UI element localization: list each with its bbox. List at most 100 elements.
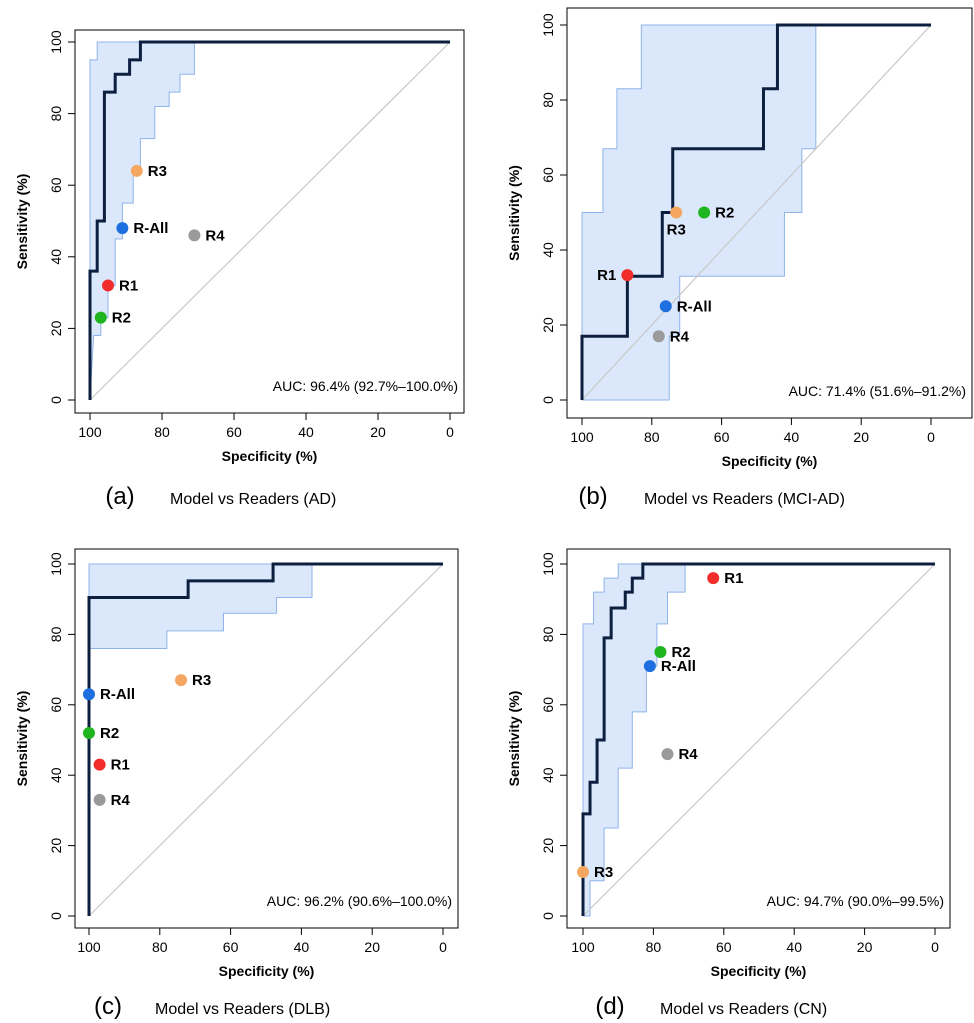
x-tick-label: 80 xyxy=(154,424,170,440)
y-axis-title: Sensitivity (%) xyxy=(14,174,30,270)
auc-annotation: AUC: 96.4% (92.7%–100.0%) xyxy=(273,378,458,394)
panel-title: Model vs Readers (DLB) xyxy=(155,1001,330,1018)
reader-point-r3 xyxy=(577,866,589,878)
reader-label-r4: R4 xyxy=(678,746,698,763)
reader-label-r-all: R-All xyxy=(133,220,168,237)
reader-label-r3: R3 xyxy=(594,864,613,881)
y-tick-label: 0 xyxy=(48,912,64,920)
reader-point-r4 xyxy=(661,748,674,761)
ci-lower-line xyxy=(88,563,443,916)
x-tick-label: 20 xyxy=(364,939,380,955)
auc-annotation: AUC: 71.4% (51.6%–91.2%) xyxy=(789,383,966,399)
reader-label-r4: R4 xyxy=(670,328,690,345)
reader-label-r2: R2 xyxy=(715,205,734,222)
x-tick-label: 100 xyxy=(571,939,595,955)
y-axis-title: Sensitivity (%) xyxy=(14,691,30,787)
x-axis-title: Specificity (%) xyxy=(222,448,318,464)
reader-label-r4: R4 xyxy=(111,792,131,809)
x-tick-label: 40 xyxy=(294,939,310,955)
y-axis-title: Sensitivity (%) xyxy=(506,691,522,787)
reader-point-r1 xyxy=(102,279,114,292)
y-tick-label: 40 xyxy=(540,767,556,783)
panel-letter: (b) xyxy=(578,483,607,510)
roc-panel-a: 100 80 60 40 20 0 0 20 40 60 80 100 Specificity (%) S… xyxy=(14,29,465,510)
diagonal-reference-line xyxy=(89,41,451,401)
panel-letter: (c) xyxy=(94,993,122,1020)
x-tick-label: 80 xyxy=(644,429,660,445)
reader-point-r-all xyxy=(83,688,95,701)
reader-label-r2: R2 xyxy=(112,310,131,327)
roc-panel-b: 100 80 60 40 20 0 0 20 40 60 80 100 Specificity (%) S… xyxy=(506,7,973,510)
reader-point-r2 xyxy=(83,726,95,739)
roc-curve xyxy=(87,562,443,916)
reader-label-r1: R1 xyxy=(119,277,138,294)
x-axis-title: Specificity (%) xyxy=(219,963,315,979)
plot-frame xyxy=(74,29,465,414)
roc-curve xyxy=(581,562,935,916)
reader-label-r2: R2 xyxy=(671,644,690,661)
x-tick-label: 20 xyxy=(853,429,869,445)
y-tick-label: 80 xyxy=(48,626,64,642)
reader-point-r1 xyxy=(621,269,634,282)
x-axis-title: Specificity (%) xyxy=(722,453,818,469)
y-tick-label: 100 xyxy=(540,13,556,37)
reader-point-r3 xyxy=(670,206,683,219)
roc-panel-d: 100 80 60 40 20 0 0 20 40 60 80 100 Specificity (%) S… xyxy=(506,548,951,1020)
y-tick-label: 20 xyxy=(48,838,64,854)
auc-annotation: AUC: 96.2% (90.6%–100.0%) xyxy=(267,893,452,909)
panel-letter: (a) xyxy=(105,483,134,510)
reader-label-r-all: R-All xyxy=(661,658,696,675)
panel-title: Model vs Readers (MCI-AD) xyxy=(644,491,845,508)
reader-point-r1 xyxy=(707,572,720,585)
reader-label-r3: R3 xyxy=(148,163,167,180)
y-tick-label: 40 xyxy=(48,767,64,783)
reader-label-r1: R1 xyxy=(111,757,130,774)
x-tick-label: 40 xyxy=(784,429,800,445)
ci-upper-line xyxy=(582,563,935,916)
reader-label-r1: R1 xyxy=(724,570,743,587)
reader-label-r-all: R-All xyxy=(100,686,135,703)
reader-point-r3 xyxy=(175,674,188,687)
reader-point-r-all xyxy=(643,660,656,673)
y-tick-label: 60 xyxy=(48,177,64,193)
plot-frame xyxy=(74,548,459,929)
y-tick-label: 100 xyxy=(540,552,556,576)
ci-lower-line xyxy=(583,563,935,917)
x-tick-label: 0 xyxy=(927,429,935,445)
x-tick-label: 20 xyxy=(857,939,873,955)
y-tick-label: 0 xyxy=(540,912,556,920)
x-tick-label: 100 xyxy=(77,939,101,955)
reader-label-r3: R3 xyxy=(667,222,686,239)
plot-frame xyxy=(566,7,973,419)
y-tick-label: 80 xyxy=(540,92,556,108)
diagonal-reference-line xyxy=(88,563,444,917)
reader-point-r1 xyxy=(93,758,106,771)
reader-point-r3 xyxy=(130,164,143,177)
y-tick-label: 60 xyxy=(540,697,556,713)
reader-point-r-all xyxy=(659,300,672,313)
x-tick-label: 0 xyxy=(446,424,454,440)
x-axis-title: Specificity (%) xyxy=(711,963,807,979)
x-tick-label: 60 xyxy=(226,424,242,440)
y-tick-label: 80 xyxy=(48,106,64,122)
y-tick-label: 20 xyxy=(48,320,64,336)
x-tick-label: 0 xyxy=(439,939,447,955)
y-tick-label: 40 xyxy=(48,249,64,265)
x-tick-label: 100 xyxy=(78,424,102,440)
ci-upper-line xyxy=(581,24,931,400)
auc-annotation: AUC: 94.7% (90.0%–99.5%) xyxy=(767,893,944,909)
roc-curve xyxy=(88,40,450,400)
reader-point-r4 xyxy=(188,229,201,242)
x-tick-label: 60 xyxy=(223,939,239,955)
reader-label-r-all: R-All xyxy=(677,298,712,315)
ci-band xyxy=(583,564,935,916)
panel-title: Model vs Readers (CN) xyxy=(660,1001,827,1018)
y-tick-label: 40 xyxy=(540,242,556,258)
reader-point-r2 xyxy=(698,206,711,219)
plot-frame xyxy=(566,548,951,929)
x-tick-label: 80 xyxy=(152,939,168,955)
x-tick-label: 60 xyxy=(716,939,732,955)
y-tick-label: 80 xyxy=(540,626,556,642)
roc-panel-c: 100 80 60 40 20 0 0 20 40 60 80 100 Specificity (%) S… xyxy=(14,548,459,1020)
